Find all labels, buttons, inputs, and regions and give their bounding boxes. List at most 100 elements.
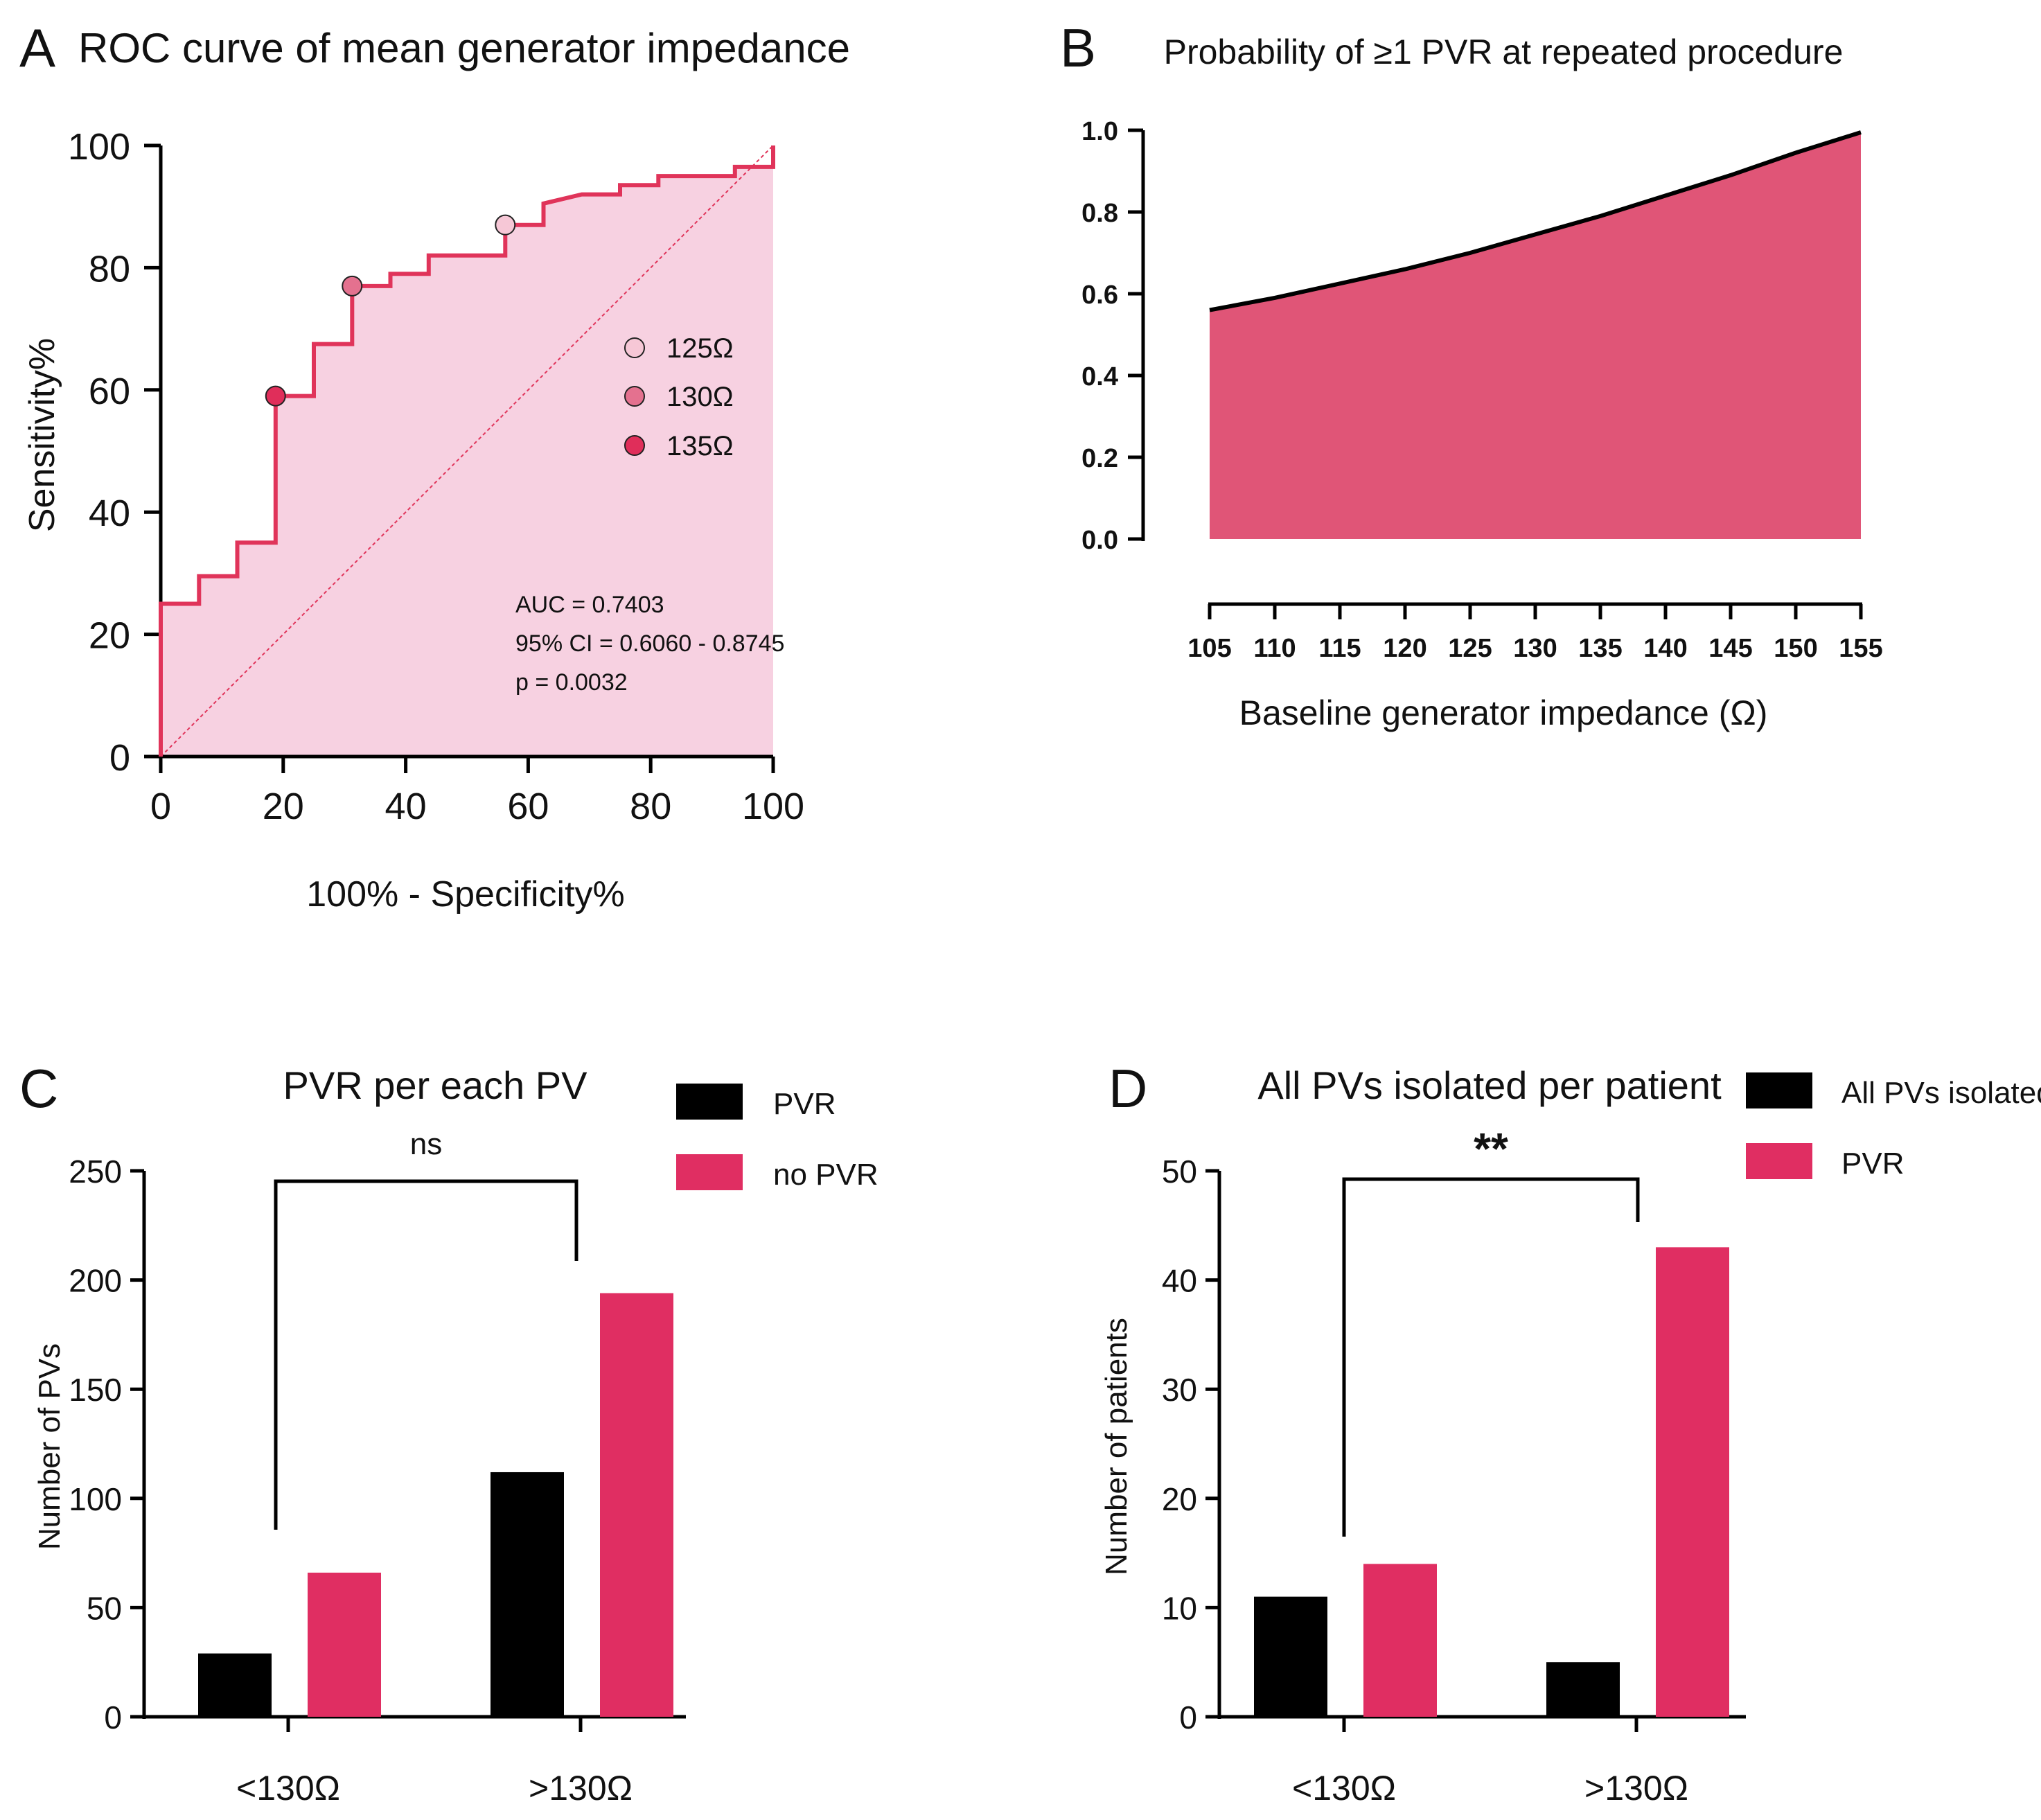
panel-letter-d: D <box>1108 1058 1147 1119</box>
panel-b-probability-chart: Probability of ≥1 PVR at repeated proced… <box>1081 33 1883 732</box>
chart-b-y-tick-label: 0.8 <box>1081 199 1118 228</box>
roc-curve-line <box>159 145 775 757</box>
panel-c-bar-chart: PVR per each PV Number of PVs PVR no PVR… <box>33 1063 878 1808</box>
legend-label-pvr-d: PVR <box>1841 1147 1904 1181</box>
bar-D-all-pvs-isolated-low <box>1254 1596 1327 1717</box>
chart-c-legend: PVR no PVR <box>676 1084 878 1192</box>
bar-D-y-tick-label: 50 <box>1162 1154 1197 1190</box>
chart-b-x-tick-label: 145 <box>1708 634 1752 663</box>
legend-marker-125 <box>624 337 645 358</box>
bar-D-y-tick-label: 10 <box>1162 1590 1197 1626</box>
stat-auc: AUC = 0.7403 <box>515 592 664 618</box>
bar-C-y-tick-label: 0 <box>104 1699 122 1735</box>
legend-swatch-pvr <box>676 1084 743 1120</box>
chart-b-x-tick-label: 110 <box>1253 634 1296 663</box>
chart-b-xlabel: Baseline generator impedance (Ω) <box>1239 693 1768 732</box>
chart-a-xlabel: 100% - Specificity% <box>306 874 625 915</box>
bar-C-significance-bracket <box>274 1179 578 1530</box>
bar-C-y-tick-label: 100 <box>69 1481 122 1517</box>
legend-marker-130 <box>624 386 645 407</box>
chart-a-x-tick-label: 80 <box>630 786 671 827</box>
chart-c-title: PVR per each PV <box>283 1063 588 1107</box>
legend-label-135: 135Ω <box>666 431 734 461</box>
cutoff-point-125 <box>495 214 516 236</box>
bar-D-all-pvs-isolated-high <box>1546 1662 1620 1717</box>
bar-C-y-tick-label: 50 <box>87 1590 122 1626</box>
chart-a-ylabel: Sensitivity% <box>22 338 62 532</box>
bar-C-pvr-low <box>198 1653 272 1717</box>
bar-D-pvr-high <box>1656 1247 1729 1717</box>
bar-C-y-tick-label: 200 <box>69 1263 122 1299</box>
legend-swatch-pvr-d <box>1746 1143 1812 1179</box>
chart-c-ylabel: Number of PVs <box>33 1343 67 1550</box>
chart-b-x-tick-label: 130 <box>1513 634 1557 663</box>
bar-D-category-label: <130Ω <box>1292 1769 1396 1808</box>
chart-b-x-tick-label: 125 <box>1448 634 1492 663</box>
bar-C-no-pvr-high <box>600 1293 673 1717</box>
bar-C-category-label: >130Ω <box>529 1769 633 1808</box>
legend-label-all-isolated: All PVs isolated <box>1841 1076 2041 1110</box>
bar-C-no-pvr-low <box>308 1572 381 1717</box>
probability-curve-line <box>1209 130 1862 312</box>
chart-a-y-tick-label: 80 <box>89 248 130 290</box>
panel-letter-b: B <box>1060 17 1096 78</box>
chart-b-y-tick-label: 1.0 <box>1081 117 1118 146</box>
stat-p: p = 0.0032 <box>515 669 628 696</box>
panel-letter-a: A <box>19 17 55 78</box>
bar-D-category-label: >130Ω <box>1584 1769 1688 1808</box>
panel-letter-c: C <box>19 1058 58 1119</box>
legend-label-130: 130Ω <box>666 382 734 412</box>
bar-D-significance-label: ** <box>1474 1124 1508 1174</box>
legend-swatch-all-isolated <box>1746 1072 1812 1108</box>
chart-b-y-tick-label: 0.4 <box>1081 362 1118 391</box>
chart-a-x-tick-label: 20 <box>263 786 304 827</box>
chart-d-ylabel: Number of patients <box>1099 1318 1133 1575</box>
chart-a-title: ROC curve of mean generator impedance <box>78 25 850 71</box>
cutoff-point-135 <box>265 385 286 407</box>
chart-a-y-tick-label: 0 <box>109 737 130 779</box>
chart-a-y-tick-label: 100 <box>68 126 130 168</box>
stat-ci: 95% CI = 0.6060 - 0.8745 <box>515 630 784 657</box>
legend-label-no-pvr: no PVR <box>773 1158 878 1192</box>
probability-area-fill <box>1210 132 1861 539</box>
panel-d-bar-chart: All PVs isolated per patient Number of p… <box>1099 1063 2041 1808</box>
chart-b-x-tick-label: 140 <box>1643 634 1687 663</box>
chart-b-y-tick-label: 0.0 <box>1081 526 1118 555</box>
chart-b-x-tick-label: 115 <box>1318 634 1361 663</box>
bar-D-y-tick-label: 30 <box>1162 1372 1197 1408</box>
chart-b-y-tick-label: 0.6 <box>1081 281 1118 310</box>
chart-a-x-tick-label: 40 <box>385 786 427 827</box>
legend-swatch-no-pvr <box>676 1154 743 1190</box>
chart-a-x-tick-label: 100 <box>742 786 804 827</box>
chart-b-x-tick-label: 135 <box>1578 634 1622 663</box>
bar-C-y-tick-label: 250 <box>69 1154 122 1190</box>
panel-a-roc-chart: ROC curve of mean generator impedance Se… <box>22 25 850 915</box>
chart-b-title: Probability of ≥1 PVR at repeated proced… <box>1164 33 1844 71</box>
legend-label-pvr: PVR <box>773 1087 836 1121</box>
bar-D-pvr-low <box>1363 1564 1437 1717</box>
bar-C-y-tick-label: 150 <box>69 1372 122 1408</box>
bar-D-y-tick-label: 0 <box>1179 1699 1197 1735</box>
chart-b-x-tick-label: 155 <box>1839 634 1882 663</box>
chart-a-x-tick-label: 60 <box>507 786 549 827</box>
chart-d-title: All PVs isolated per patient <box>1257 1063 1722 1107</box>
chart-a-x-tick-label: 0 <box>150 786 171 827</box>
chart-d-legend: All PVs isolated PVR <box>1746 1072 2041 1181</box>
cutoff-point-130 <box>342 275 363 297</box>
bar-D-y-tick-label: 20 <box>1162 1481 1197 1517</box>
chart-b-x-tick-label: 120 <box>1383 634 1426 663</box>
reference-diagonal-line <box>160 145 774 757</box>
chart-a-y-tick-label: 20 <box>89 615 130 657</box>
bar-C-significance-label: ns <box>410 1127 442 1161</box>
bar-C-category-label: <130Ω <box>236 1769 340 1808</box>
legend-marker-135 <box>624 435 645 456</box>
chart-a-y-tick-label: 60 <box>89 371 130 412</box>
bar-C-pvr-high <box>491 1472 564 1717</box>
chart-a-y-tick-label: 40 <box>89 493 130 534</box>
bar-D-significance-bracket <box>1342 1177 1640 1537</box>
bar-D-y-tick-label: 40 <box>1162 1263 1197 1299</box>
chart-a-stats: AUC = 0.7403 95% CI = 0.6060 - 0.8745 p … <box>515 592 784 696</box>
legend-label-125: 125Ω <box>666 333 734 364</box>
chart-b-x-tick-label: 105 <box>1187 634 1231 663</box>
